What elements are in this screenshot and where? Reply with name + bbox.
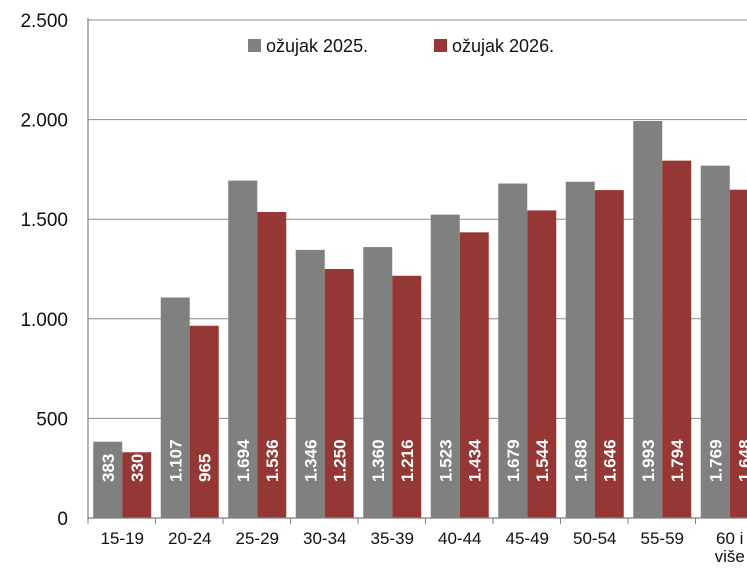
y-tick-label: 1.000 (20, 310, 68, 331)
x-tick-label: 40-44 (438, 529, 481, 548)
x-tick-label: 15-19 (101, 529, 144, 548)
bar (324, 269, 354, 518)
bar (459, 232, 489, 518)
y-tick-label: 2.500 (20, 11, 68, 32)
x-tick-label: 25-29 (236, 529, 279, 548)
bar (662, 160, 692, 518)
bar (257, 212, 287, 518)
bar (527, 210, 557, 519)
data-label: 1.993 (639, 439, 658, 482)
bar (729, 189, 747, 519)
x-axis-tick-labels: 15-19 20-24 25-29 30-34 35-39 40-44 45-49 50-54… (101, 529, 745, 566)
data-label: 1.360 (369, 439, 388, 482)
data-label: 1.523 (436, 439, 455, 482)
data-label: 1.648 (735, 439, 747, 482)
bar (392, 275, 422, 518)
x-tick-line: 50-54 (573, 529, 616, 548)
y-tick-label: 0 (57, 509, 68, 530)
bar (633, 120, 663, 519)
x-tick-label: 35-39 (371, 529, 414, 548)
data-label: 330 (128, 454, 147, 482)
bar (295, 249, 325, 518)
axes (87, 18, 747, 524)
data-label: 1.646 (600, 439, 619, 482)
x-tick-line: 35-39 (371, 529, 414, 548)
legend: ožujak 2025. ožujak 2026. (248, 36, 554, 56)
y-tick-label: 2.000 (20, 111, 68, 132)
y-axis-tick-labels: 0 500 1.000 1.500 2.000 2.500 (20, 11, 68, 530)
x-tick-line: 30-34 (303, 529, 346, 548)
data-label: 1.769 (706, 439, 725, 482)
bar (565, 181, 595, 518)
x-tick-label: 45-49 (506, 529, 549, 548)
y-tick-label: 1.500 (20, 210, 68, 231)
legend-label: ožujak 2026. (452, 36, 554, 56)
bars (93, 120, 747, 519)
data-label: 1.216 (398, 439, 417, 482)
x-tick-label: 50-54 (573, 529, 616, 548)
data-labels: 383 330 1.107 965 1.694 1.536 1.346 1.250 1.360 1… (99, 439, 747, 482)
x-tick-label: 55-59 (641, 529, 684, 548)
bar (700, 165, 730, 518)
data-label: 1.544 (533, 439, 552, 482)
bar (122, 452, 152, 518)
x-tick-label: 30-34 (303, 529, 346, 548)
data-label: 1.346 (301, 439, 320, 482)
bar (430, 214, 460, 518)
data-label: 1.434 (465, 439, 484, 482)
data-label: 1.679 (504, 439, 523, 482)
data-label: 1.688 (571, 439, 590, 482)
x-tick-line: 40-44 (438, 529, 481, 548)
x-tick-line: 15-19 (101, 529, 144, 548)
data-label: 965 (195, 454, 214, 482)
bar (189, 325, 219, 518)
x-tick-line: 60 i (716, 529, 743, 548)
x-tick-label: 20-24 (168, 529, 211, 548)
y-tick-label: 500 (36, 409, 68, 430)
legend-swatch (248, 39, 261, 52)
data-label: 1.794 (668, 439, 687, 482)
x-tick-line: 25-29 (236, 529, 279, 548)
x-tick-label: 60 i više (715, 529, 745, 566)
data-label: 1.536 (263, 439, 282, 482)
bar (93, 441, 123, 518)
data-label: 383 (99, 454, 118, 482)
x-tick-line: 45-49 (506, 529, 549, 548)
x-tick-line: više (715, 547, 745, 566)
bar (594, 190, 624, 518)
legend-label: ožujak 2025. (266, 36, 368, 56)
bar (160, 297, 190, 518)
x-tick-line: 55-59 (641, 529, 684, 548)
bar (498, 183, 528, 518)
bar (363, 247, 393, 518)
data-label: 1.250 (330, 439, 349, 482)
data-label: 1.107 (166, 439, 185, 482)
bar (228, 180, 258, 518)
data-label: 1.694 (234, 439, 253, 482)
legend-swatch (434, 39, 447, 52)
x-tick-line: 20-24 (168, 529, 211, 548)
